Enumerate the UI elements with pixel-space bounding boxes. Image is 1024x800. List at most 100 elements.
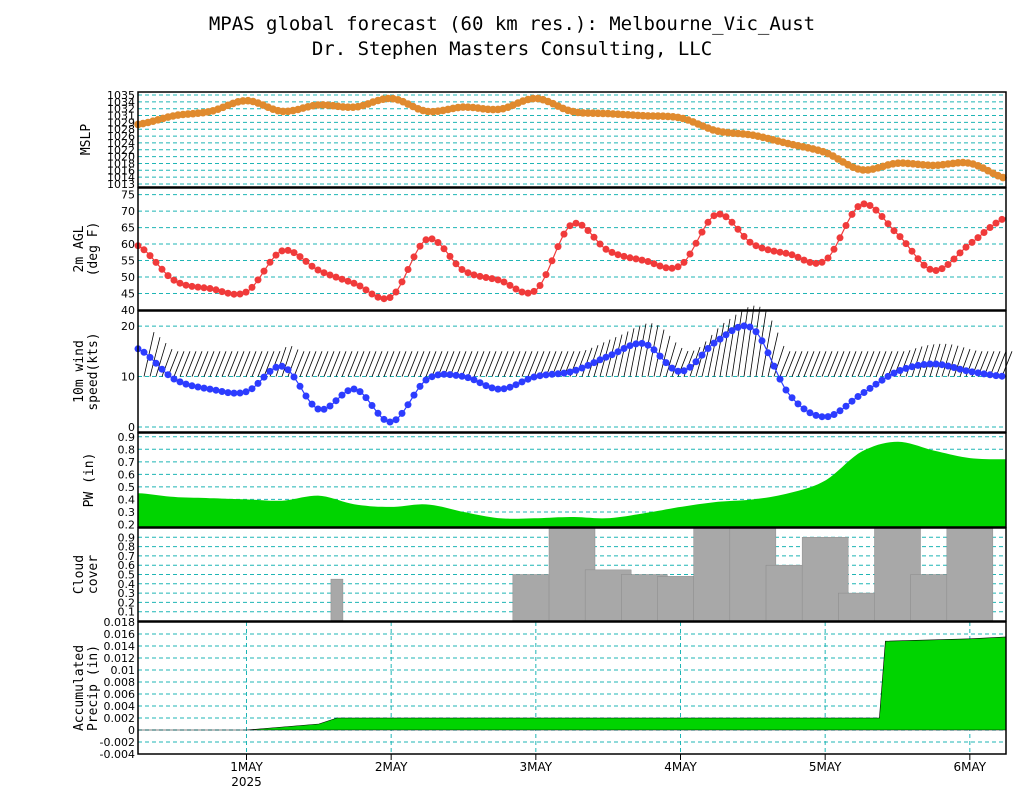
y-tick-label: 1031 (107, 110, 135, 123)
data-point (680, 367, 688, 375)
panel-5: 0.0180.0160.0140.0120.010.0080.0060.0040… (72, 616, 1007, 761)
precip-area (138, 636, 1007, 731)
wind-barb (233, 351, 245, 377)
y-tick-label: 0.008 (104, 676, 136, 689)
data-point (884, 372, 892, 380)
y-tick-label: 1018 (107, 157, 135, 170)
data-point (956, 249, 964, 257)
data-point (896, 233, 904, 241)
panel-frame (137, 432, 1007, 528)
wind-barb (737, 307, 749, 377)
data-point (242, 288, 250, 296)
data-point (386, 418, 394, 426)
y-tick-label: 0.2 (118, 596, 136, 609)
data-point (416, 242, 424, 250)
data-point (890, 227, 898, 235)
data-point (722, 213, 730, 221)
data-point (920, 361, 928, 368)
data-point (338, 391, 346, 399)
wind-barb (797, 351, 809, 377)
wind-barb (803, 351, 815, 377)
data-point (494, 276, 502, 284)
wind-barb (875, 351, 887, 377)
wind-barb (905, 348, 917, 377)
data-point (266, 367, 274, 375)
data-point (932, 360, 940, 368)
data-point (950, 255, 958, 263)
data-point (752, 328, 760, 336)
data-point (668, 264, 676, 272)
wind-barb (215, 351, 227, 377)
wind-barb (923, 344, 935, 377)
data-point (452, 260, 460, 268)
data-point (806, 258, 814, 266)
y-tick-label: 10 (121, 371, 135, 384)
data-point (608, 248, 616, 256)
data-point (806, 409, 814, 417)
wind-barb (635, 323, 647, 377)
y-tick-label: 60 (121, 238, 135, 251)
wind-barb (941, 344, 953, 377)
data-point (296, 253, 304, 261)
wind-barb (539, 351, 551, 377)
wind-barb (425, 351, 437, 377)
y-tick-label: 0.9 (118, 431, 136, 444)
data-point (626, 254, 634, 262)
y-tick-label: 0.006 (104, 688, 136, 701)
data-point (878, 376, 886, 384)
wind-barb (473, 351, 485, 377)
panel-1: 75 70 65 60 55 50 45 40 2m AGL(deg F) (72, 187, 1007, 317)
y-axis-label: Cloudcover (72, 555, 101, 594)
y-tick-label: 55 (121, 255, 135, 268)
data-point (272, 251, 280, 259)
data-point (224, 289, 232, 297)
wind-barb (851, 351, 863, 377)
data-point (590, 233, 598, 241)
data-point (260, 373, 268, 381)
data-point (854, 393, 862, 400)
data-point (452, 371, 460, 379)
wind-barb (185, 351, 197, 377)
y-tick-label: 70 (121, 205, 135, 218)
data-point (566, 368, 574, 376)
data-point (692, 358, 700, 366)
data-point (170, 375, 178, 383)
data-point (734, 323, 742, 331)
data-point (999, 173, 1007, 182)
data-point (488, 384, 496, 392)
wind-barb (641, 323, 653, 377)
data-point (326, 402, 334, 410)
y-tick-label: 1020 (107, 151, 135, 164)
data-point (440, 370, 448, 378)
y-tick-label: -0.002 (100, 736, 135, 749)
data-point (554, 370, 562, 378)
data-point (464, 269, 472, 277)
data-point (314, 266, 322, 274)
data-point (974, 369, 982, 377)
data-point (662, 264, 670, 272)
y-tick-label: 0.9 (118, 531, 136, 544)
data-point (470, 271, 478, 279)
data-point (446, 252, 454, 260)
data-point (596, 356, 604, 364)
data-point (182, 380, 190, 388)
wind-barb (347, 351, 359, 377)
wind-barb (761, 320, 773, 377)
data-point (716, 335, 724, 343)
wind-barb (239, 351, 251, 377)
data-point (902, 364, 910, 372)
data-point (584, 227, 592, 234)
wind-barb (629, 325, 641, 377)
data-point (302, 257, 310, 265)
wind-barb (359, 351, 371, 377)
data-point (212, 286, 220, 294)
wind-barb (221, 351, 233, 377)
data-point (572, 366, 580, 374)
data-point (188, 282, 196, 290)
data-point (776, 375, 784, 383)
wind-barb (413, 351, 425, 377)
data-point (842, 402, 850, 410)
data-point (332, 397, 340, 405)
data-point (548, 257, 556, 265)
data-point (320, 269, 328, 277)
